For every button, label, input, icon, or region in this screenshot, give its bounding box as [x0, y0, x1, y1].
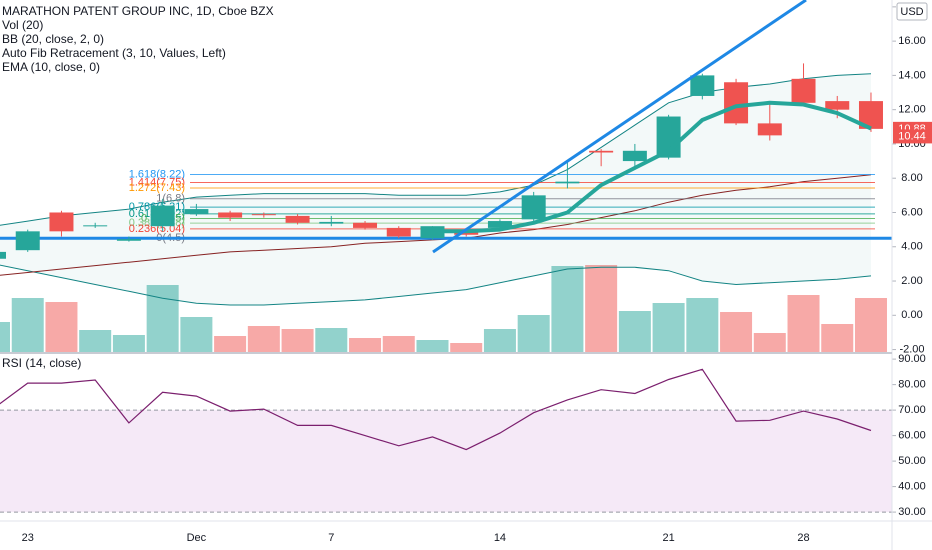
y-tick-label: 40.00 — [898, 481, 926, 493]
volume-bar — [618, 311, 651, 352]
currency[interactable]: USD — [900, 6, 923, 18]
trend-line — [432, 0, 807, 254]
candle-body — [285, 215, 310, 223]
y-tick-label: 90.00 — [898, 353, 926, 365]
bb-lower — [0, 264, 872, 306]
candle-body — [555, 181, 580, 184]
y-tick-label: 50.00 — [898, 455, 926, 467]
volume-bar — [79, 330, 112, 352]
candle-body — [791, 78, 816, 103]
ema-line — [432, 100, 872, 234]
candle-body — [319, 221, 344, 224]
candle-body — [690, 75, 715, 96]
volume-bar — [349, 338, 382, 352]
candle-body — [622, 150, 647, 162]
candle-body — [420, 226, 445, 239]
indicator-label: Auto Fib Retracement (3, 10, Values, Lef… — [2, 46, 226, 60]
volume-bar — [652, 303, 685, 352]
candle-body — [353, 222, 378, 228]
fib-label: 1.618(8.22) — [129, 168, 185, 180]
candle-body — [83, 225, 108, 227]
price-marker — [893, 129, 932, 144]
volume-bar — [686, 298, 719, 352]
y-tick-label: 2.00 — [901, 275, 922, 287]
indicator-label: EMA (10, close, 0) — [2, 60, 100, 74]
volume-bar — [720, 312, 753, 352]
fib-label: 1.414(7.75) — [129, 176, 185, 188]
rsi-title: RSI (14, close) — [2, 356, 81, 370]
volume-bar — [551, 266, 584, 352]
candle-body — [589, 150, 614, 153]
volume-bar — [854, 298, 887, 352]
fib-label: 1.272(7.43) — [129, 182, 185, 194]
candle-body — [521, 195, 546, 220]
volume-bar — [45, 302, 78, 352]
y-tick-label: 14.00 — [898, 69, 926, 81]
rsi-line — [0, 368, 872, 451]
currency-box[interactable] — [896, 2, 928, 21]
chart-title: MARATHON PATENT GROUP INC, 1D, Cboe BZX — [2, 4, 274, 18]
candle-body — [218, 212, 243, 218]
volume-bar — [112, 335, 145, 352]
volume-bar — [315, 328, 348, 352]
volume-bar — [821, 324, 854, 352]
x-tick-label: 23 — [22, 532, 34, 544]
volume-bar — [450, 343, 483, 352]
volume-bar — [247, 326, 280, 352]
volume-bar — [416, 340, 449, 352]
volume-bar — [11, 298, 44, 352]
y-tick-label: 0.00 — [901, 309, 922, 321]
candle-body — [825, 101, 850, 110]
y-tick-label: 16.00 — [898, 35, 926, 47]
candle-body — [116, 239, 141, 241]
candle-body — [0, 251, 6, 259]
volume-bar — [517, 315, 550, 352]
candle-body — [487, 221, 512, 228]
y-tick-label: 30.00 — [898, 506, 926, 518]
y-tick-label: 12.00 — [898, 104, 926, 116]
x-tick-label: 28 — [797, 532, 809, 544]
volume-bar — [281, 329, 314, 352]
candle-body — [150, 205, 175, 227]
candle-body — [251, 214, 276, 216]
x-tick-label: 21 — [662, 532, 674, 544]
volume-bar — [585, 265, 618, 352]
candle-body — [757, 123, 782, 136]
price-marker-label: 10.44 — [898, 130, 926, 142]
indicator-label: BB (20, close, 2, 0) — [2, 32, 104, 46]
candle-body — [386, 227, 411, 237]
volume-bar — [787, 295, 820, 352]
y-tick-label: 70.00 — [898, 404, 926, 416]
candle-body — [15, 231, 40, 251]
volume-bar — [753, 333, 786, 352]
y-tick-label: -2.00 — [899, 343, 924, 355]
bb-fill — [0, 73, 871, 306]
y-tick-label: 8.00 — [901, 172, 922, 184]
indicator-label: Vol (20) — [2, 18, 43, 32]
y-tick-label: 4.00 — [901, 241, 922, 253]
candle-body — [724, 82, 749, 124]
x-tick-label: 14 — [494, 532, 506, 544]
y-tick-label: 6.00 — [901, 206, 922, 218]
volume-bar — [180, 317, 213, 352]
candle-body — [184, 209, 209, 215]
volume-bar — [214, 336, 247, 352]
y-tick-label: 80.00 — [898, 379, 926, 391]
y-tick-label: 60.00 — [898, 430, 926, 442]
rsi-band — [0, 410, 892, 513]
x-tick-label: Dec — [187, 532, 207, 544]
volume-bar — [382, 336, 415, 352]
volume-bar — [483, 329, 516, 352]
fib-label: 1(6.8) — [156, 193, 185, 205]
candle-body — [49, 212, 74, 232]
volume-bar — [0, 322, 10, 352]
x-tick-label: 7 — [328, 532, 334, 544]
